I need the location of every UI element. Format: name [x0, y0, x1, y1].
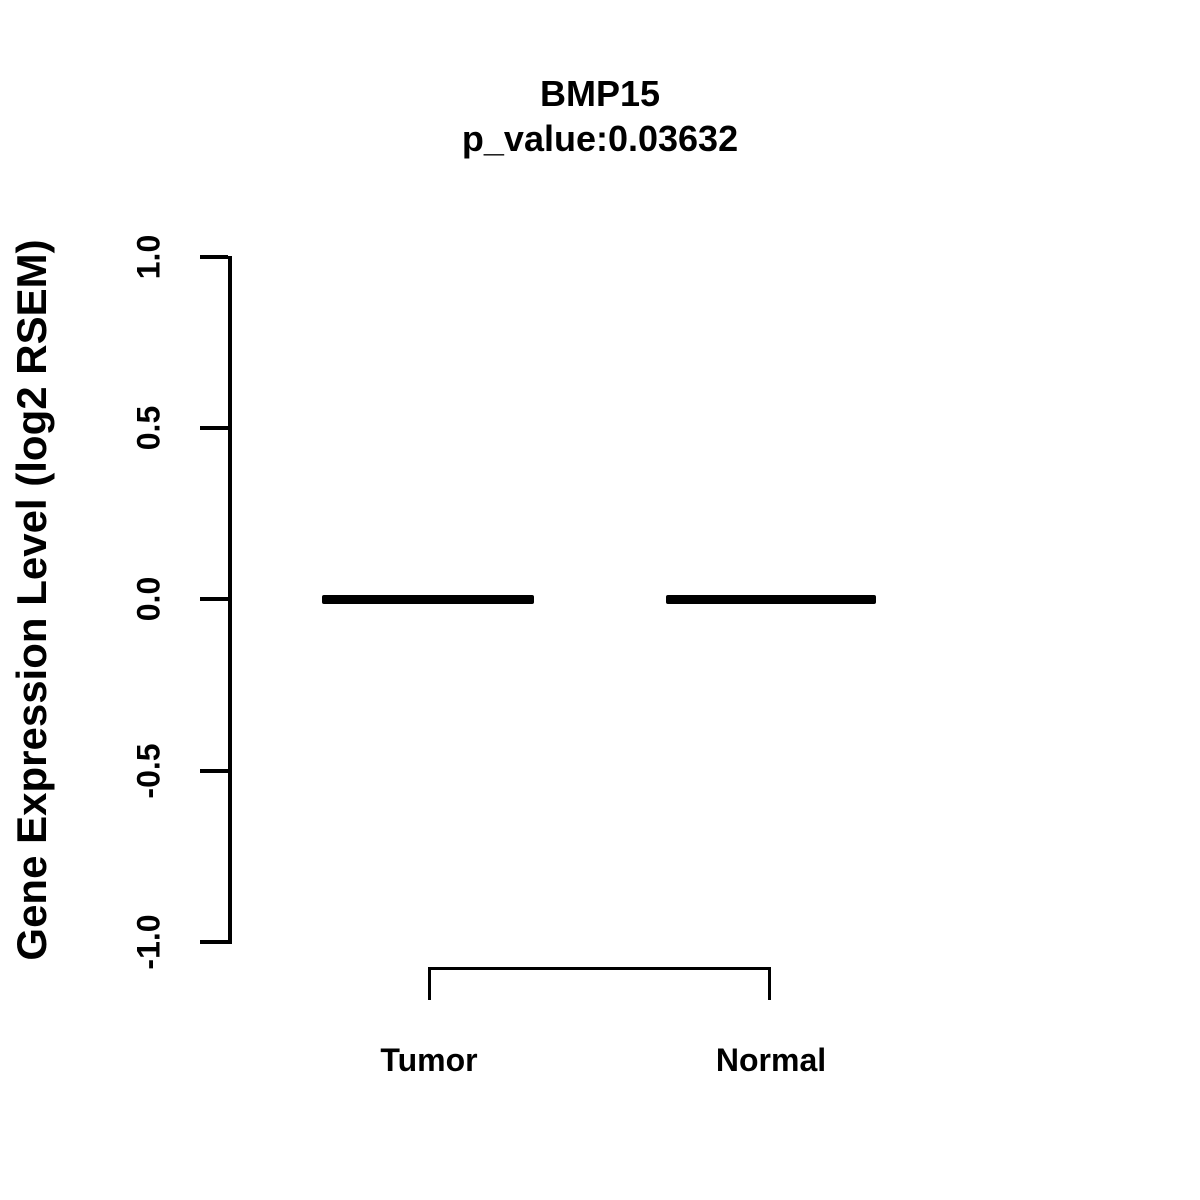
chart-title: BMP15	[539, 73, 661, 114]
y-axis-line	[228, 256, 232, 944]
x-category-label-tumor: Tumor	[380, 1042, 478, 1078]
y-axis-tick--0.5	[200, 769, 228, 773]
chart-subtitle-pvalue: p_value:0.03632	[461, 118, 739, 159]
y-axis-tick-0.5	[200, 426, 228, 430]
y-axis-tick-1.0	[200, 255, 228, 259]
y-axis-tick--1.0	[200, 940, 228, 944]
x-category-label-normal: Normal	[715, 1042, 827, 1078]
boxplot-median-normal	[666, 595, 876, 604]
y-axis-label: Gene Expression Level (log2 RSEM)	[8, 239, 55, 961]
y-tick-label-0.5: 0.5	[130, 405, 167, 451]
y-tick-label-1.0: 1.0	[130, 234, 167, 280]
comparison-bracket	[428, 967, 771, 1000]
boxplot-median-tumor	[322, 595, 534, 604]
y-tick-label-0.0: 0.0	[130, 576, 167, 622]
y-tick-label--0.5: -0.5	[130, 743, 167, 799]
y-tick-label--1.0: -1.0	[130, 914, 167, 970]
y-axis-tick-0.0	[200, 597, 228, 601]
